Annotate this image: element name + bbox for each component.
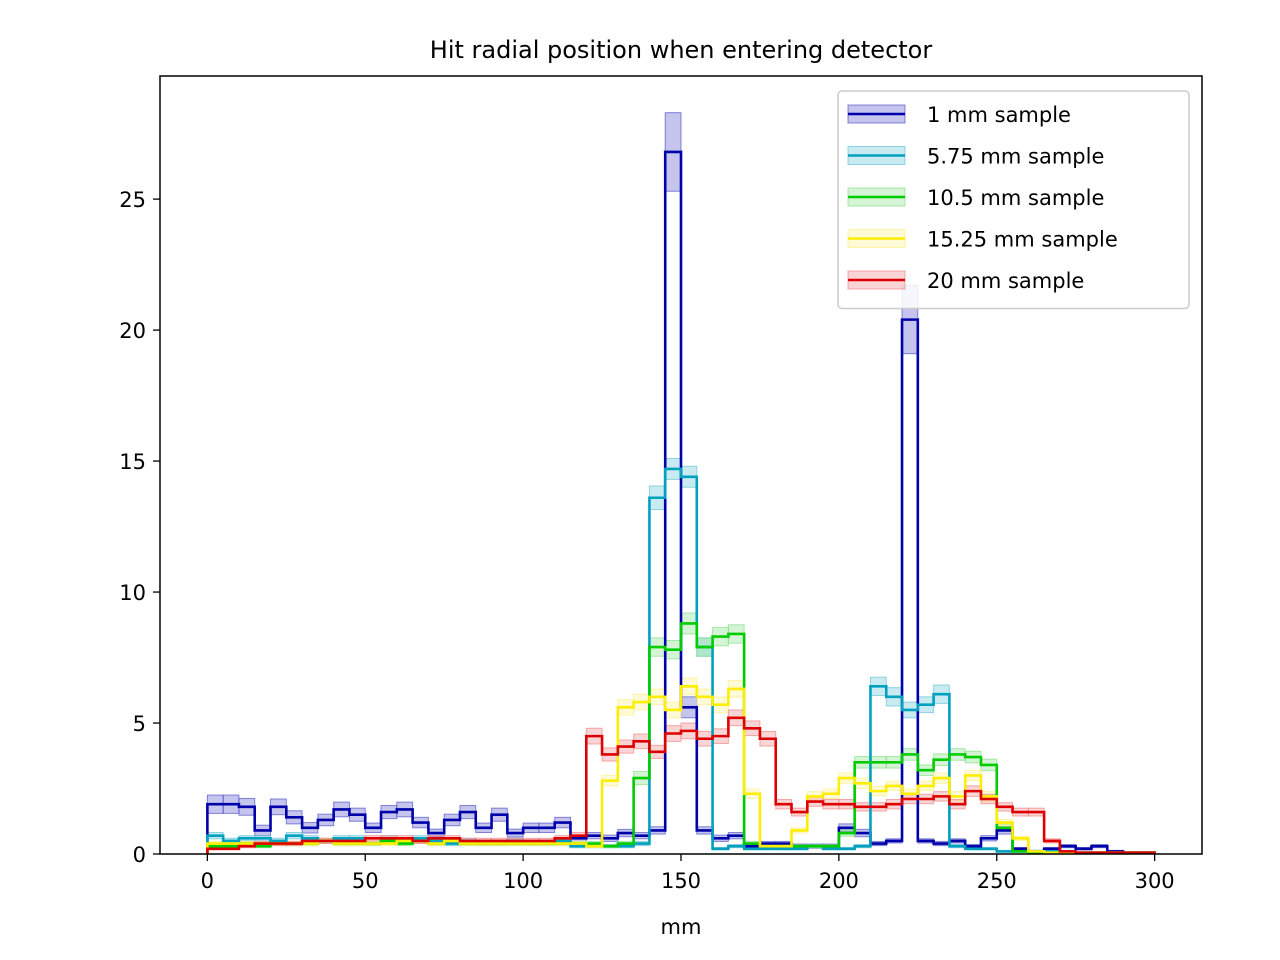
y-tick-label: 5 <box>133 712 146 736</box>
legend-label: 20 mm sample <box>927 269 1084 293</box>
x-tick-label: 100 <box>503 869 543 893</box>
legend-item: 10.5 mm sample <box>847 186 1104 210</box>
x-tick-label: 250 <box>977 869 1017 893</box>
legend-label: 10.5 mm sample <box>927 186 1104 210</box>
x-tick-label: 200 <box>819 869 859 893</box>
y-tick-label: 15 <box>119 450 146 474</box>
x-axis: 0 50 100 150 200 250 300 <box>201 854 1175 893</box>
chart-title: Hit radial position when entering detect… <box>430 36 933 64</box>
legend-item: 5.75 mm sample <box>847 145 1104 169</box>
x-tick-label: 300 <box>1135 869 1175 893</box>
legend-item: 1 mm sample <box>847 103 1071 127</box>
y-tick-label: 20 <box>119 319 146 343</box>
x-tick-label: 50 <box>352 869 379 893</box>
series-lines <box>206 150 1156 854</box>
legend-label: 15.25 mm sample <box>927 228 1118 252</box>
legend-item: 15.25 mm sample <box>847 228 1118 252</box>
y-tick-label: 0 <box>133 843 146 867</box>
series-line-1 <box>206 467 1156 854</box>
series-line-4 <box>206 716 1156 854</box>
legend-item: 20 mm sample <box>847 269 1084 293</box>
legend-label: 1 mm sample <box>927 103 1071 127</box>
x-axis-label: mm <box>661 915 702 939</box>
x-tick-label: 0 <box>201 869 214 893</box>
y-tick-label: 10 <box>119 581 146 605</box>
y-axis: 0 5 10 15 20 25 <box>119 188 160 867</box>
legend-box <box>837 90 1190 310</box>
series-line-0 <box>206 150 1156 854</box>
y-tick-label: 25 <box>119 188 146 212</box>
x-tick-label: 150 <box>661 869 701 893</box>
legend-label: 5.75 mm sample <box>927 145 1104 169</box>
legend: 1 mm sample 5.75 mm sample 10.5 mm sample 1… <box>837 90 1190 310</box>
